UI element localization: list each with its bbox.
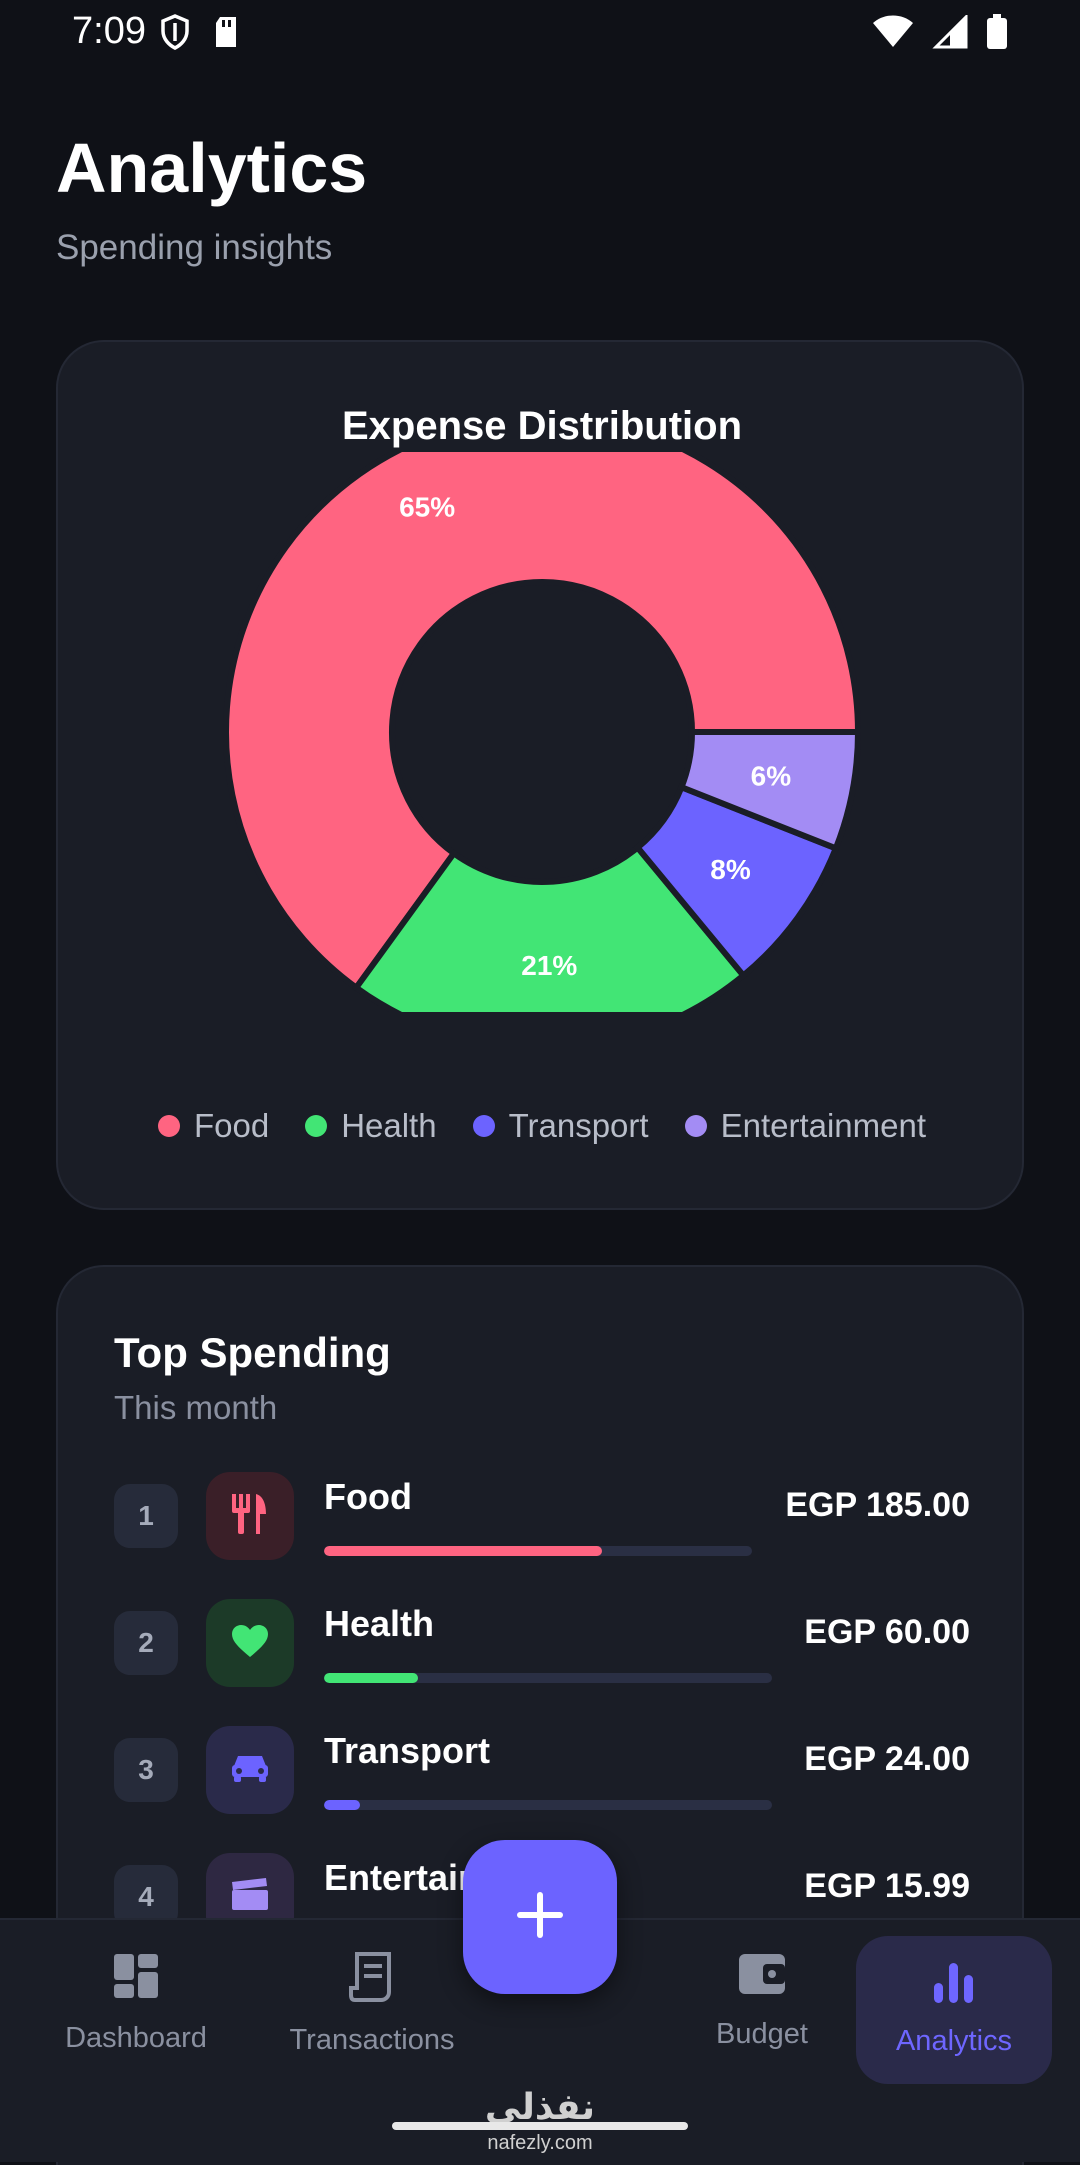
nav-label: Budget	[716, 2018, 808, 2050]
legend-dot	[472, 1115, 495, 1137]
legend-item-entertainment: Entertainment	[684, 1107, 927, 1145]
wallet-icon	[737, 1952, 787, 2004]
fork-knife-icon	[230, 1492, 270, 1541]
sd-card-icon	[212, 15, 240, 54]
spending-row[interactable]: 2 Health EGP 60.00	[114, 1599, 970, 1689]
shield-icon	[160, 14, 190, 55]
spending-row[interactable]: 3 Transport EGP 24.00	[114, 1726, 970, 1816]
legend-item-transport: Transport	[472, 1107, 649, 1145]
legend-dot	[684, 1115, 707, 1137]
category-amount: EGP 185.00	[785, 1486, 970, 1524]
legend-label: Food	[193, 1107, 270, 1144]
donut-slice-food[interactable]	[223, 452, 862, 992]
page-title: Analytics	[56, 129, 368, 207]
donut-chart: 65% 21% 8% 6%	[223, 452, 862, 1012]
top-spending-title: Top Spending	[114, 1329, 391, 1376]
plus-icon	[515, 1890, 565, 1945]
watermark-logo: نفذلي	[484, 2086, 596, 2127]
nav-item-dashboard[interactable]: Dashboard	[36, 1952, 236, 2055]
dashboard-icon	[112, 1952, 160, 2008]
category-amount: EGP 15.99	[804, 1867, 970, 1905]
receipt-icon	[349, 1952, 395, 2010]
home-indicator[interactable]	[392, 2122, 688, 2130]
category-icon-box	[206, 1472, 294, 1560]
progress-fill	[324, 1546, 603, 1556]
watermark-url: nafezly.com	[487, 2132, 593, 2154]
heart-icon	[230, 1623, 270, 1664]
cellular-signal-icon	[932, 13, 968, 54]
progress-track	[324, 1673, 772, 1683]
category-amount: EGP 60.00	[804, 1613, 970, 1651]
slice-label: 65%	[399, 492, 455, 523]
legend-label: Entertainment	[720, 1107, 927, 1144]
progress-track	[324, 1546, 752, 1556]
category-name: Health	[324, 1603, 435, 1644]
nav-label: Dashboard	[65, 2022, 207, 2054]
legend-dot	[305, 1115, 328, 1137]
legend-label: Health	[341, 1107, 437, 1144]
category-icon-box	[206, 1599, 294, 1687]
top-spending-subtitle: This month	[114, 1389, 278, 1426]
chart-legend: Food Health Transport Entertainment	[58, 1107, 1026, 1145]
donut-slice-entertainment[interactable]	[677, 729, 862, 853]
rank-badge: 1	[114, 1484, 178, 1548]
bar-chart-icon	[932, 1962, 976, 2011]
chart-title: Expense Distribution	[341, 404, 743, 448]
legend-label: Transport	[508, 1107, 649, 1144]
clapperboard-icon	[230, 1877, 270, 1917]
slice-label: 6%	[751, 761, 792, 792]
category-amount: EGP 24.00	[804, 1740, 970, 1778]
status-bar: 7:09	[0, 0, 1080, 64]
legend-item-health: Health	[305, 1107, 437, 1145]
rank-badge: 3	[114, 1738, 178, 1802]
battery-icon	[986, 14, 1008, 55]
legend-dot	[157, 1115, 180, 1137]
progress-fill	[324, 1673, 419, 1683]
car-icon	[230, 1752, 270, 1789]
expense-distribution-card: Expense Distribution 65% 21% 8% 6% Food Heal…	[56, 340, 1024, 1210]
category-name: Food	[324, 1476, 412, 1517]
spending-row[interactable]: 1 Food EGP 185.00	[114, 1472, 970, 1562]
nav-item-transactions[interactable]: Transactions	[272, 1952, 472, 2057]
nav-label: Transactions	[289, 2024, 455, 2056]
slice-label: 8%	[710, 854, 751, 885]
progress-fill	[324, 1800, 360, 1810]
slice-label: 21%	[521, 950, 577, 981]
nav-label: Analytics	[895, 2024, 1013, 2057]
status-time: 7:09	[72, 10, 146, 52]
progress-track	[324, 1800, 772, 1810]
rank-badge: 2	[114, 1611, 178, 1675]
donut-slice-health[interactable]	[352, 843, 748, 1012]
nav-item-budget[interactable]: Budget	[662, 1952, 862, 2051]
page-subtitle: Spending insights	[56, 228, 333, 267]
category-icon-box	[206, 1726, 294, 1814]
add-transaction-button[interactable]	[463, 1840, 617, 1994]
category-name: Transport	[324, 1730, 491, 1771]
nav-item-analytics[interactable]: Analytics	[856, 1936, 1052, 2084]
legend-item-food: Food	[157, 1107, 270, 1145]
wifi-icon	[872, 15, 914, 54]
